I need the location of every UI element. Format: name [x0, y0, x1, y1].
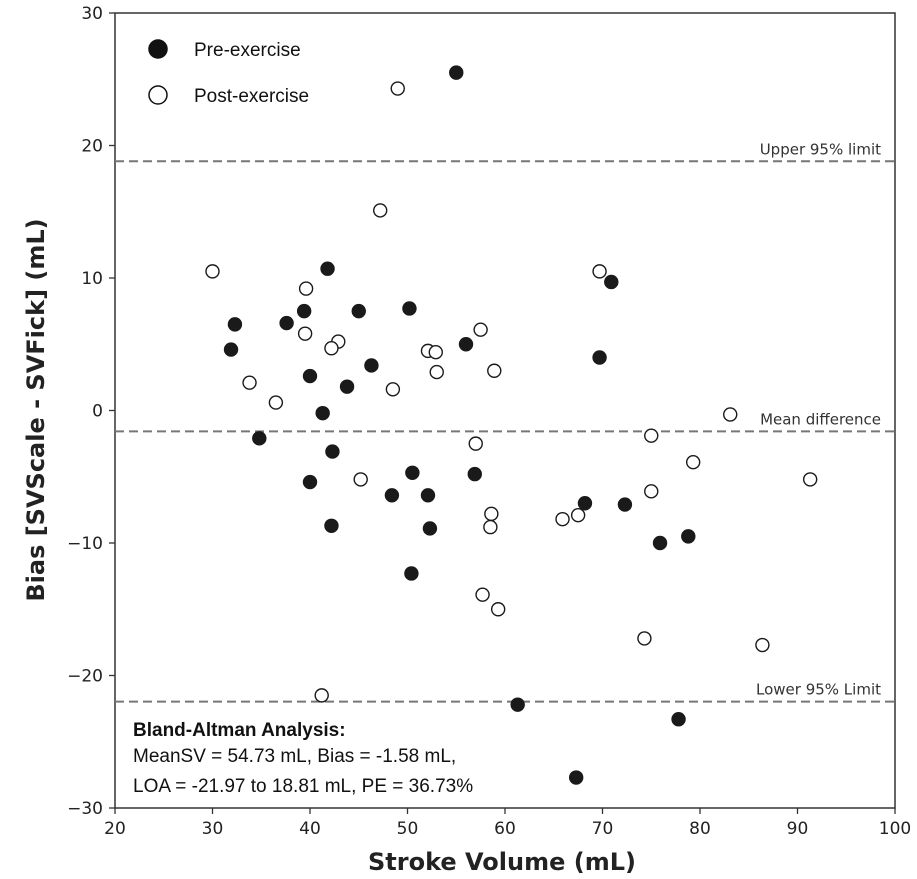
x-tick-label: 80: [689, 819, 711, 839]
point-pre-exercise: [682, 530, 695, 543]
point-post-exercise: [354, 473, 367, 486]
point-pre-exercise: [352, 305, 365, 318]
x-tick-label: 90: [787, 819, 809, 839]
point-post-exercise: [469, 437, 482, 450]
point-pre-exercise: [385, 489, 398, 502]
annotation-line-2: LOA = -21.97 to 18.81 mL, PE = 36.73%: [133, 776, 473, 797]
point-post-exercise: [476, 588, 489, 601]
point-post-exercise: [299, 327, 312, 340]
point-pre-exercise: [511, 698, 524, 711]
legend-marker-post-exercise: [149, 86, 167, 104]
point-pre-exercise: [365, 359, 378, 372]
y-axis-title: Bias [SVScale - SVFick] (mL): [22, 218, 50, 601]
point-post-exercise: [325, 342, 338, 355]
legend-label-pre-exercise: Pre-exercise: [194, 40, 301, 61]
point-pre-exercise: [304, 476, 317, 489]
point-post-exercise: [687, 456, 700, 469]
bland-altman-annotation: Bland-Altman Analysis: MeanSV = 54.73 mL…: [133, 720, 473, 797]
point-post-exercise: [315, 689, 328, 702]
point-post-exercise: [243, 376, 256, 389]
point-pre-exercise: [325, 519, 338, 532]
point-post-exercise: [430, 366, 443, 379]
x-tick-label: 30: [202, 819, 224, 839]
point-post-exercise: [206, 265, 219, 278]
point-post-exercise: [485, 507, 498, 520]
x-axis-title: Stroke Volume (mL): [368, 848, 636, 876]
legend-label-post-exercise: Post-exercise: [194, 86, 309, 107]
point-post-exercise: [556, 513, 569, 526]
point-post-exercise: [474, 323, 487, 336]
point-pre-exercise: [468, 468, 481, 481]
point-pre-exercise: [341, 380, 354, 393]
point-pre-exercise: [298, 305, 311, 318]
y-tick-label: 10: [81, 269, 103, 289]
point-pre-exercise: [326, 445, 339, 458]
point-pre-exercise: [280, 317, 293, 330]
point-post-exercise: [724, 408, 737, 421]
y-tick-label: −30: [67, 799, 103, 819]
point-post-exercise: [386, 383, 399, 396]
data-points: [206, 66, 817, 784]
y-tick-label: 20: [81, 137, 103, 157]
y-tick-label: −10: [67, 534, 103, 554]
x-tick-label: 50: [397, 819, 419, 839]
point-pre-exercise: [450, 66, 463, 79]
point-post-exercise: [756, 639, 769, 652]
reference-lines: Upper 95% limit Mean difference Lower 95% …: [115, 140, 895, 701]
point-pre-exercise: [570, 771, 583, 784]
point-pre-exercise: [618, 498, 631, 511]
point-pre-exercise: [593, 351, 606, 364]
annotation-title: Bland-Altman Analysis:: [133, 720, 346, 741]
legend-marker-pre-exercise: [149, 40, 167, 58]
point-pre-exercise: [578, 497, 591, 510]
point-post-exercise: [492, 603, 505, 616]
point-pre-exercise: [406, 466, 419, 479]
point-post-exercise: [593, 265, 606, 278]
reference-label-mean-difference: Mean difference: [760, 410, 881, 428]
point-pre-exercise: [405, 567, 418, 580]
x-tick-label: 100: [879, 819, 911, 839]
point-pre-exercise: [460, 338, 473, 351]
y-tick-label: −20: [67, 667, 103, 687]
point-post-exercise: [391, 82, 404, 95]
point-pre-exercise: [316, 407, 329, 420]
point-pre-exercise: [253, 432, 266, 445]
point-pre-exercise: [225, 343, 238, 356]
point-pre-exercise: [421, 489, 434, 502]
point-post-exercise: [429, 346, 442, 359]
point-post-exercise: [645, 485, 658, 498]
point-post-exercise: [484, 521, 497, 534]
point-post-exercise: [300, 282, 313, 295]
point-post-exercise: [645, 429, 658, 442]
point-pre-exercise: [304, 370, 317, 383]
x-tick-label: 20: [104, 819, 126, 839]
point-post-exercise: [804, 473, 817, 486]
x-tick-label: 60: [494, 819, 516, 839]
point-pre-exercise: [403, 302, 416, 315]
y-tick-label: 0: [92, 402, 103, 422]
annotation-line-1: MeanSV = 54.73 mL, Bias = -1.58 mL,: [133, 746, 456, 767]
point-pre-exercise: [605, 275, 618, 288]
y-tick-label: 30: [81, 4, 103, 24]
point-pre-exercise: [654, 537, 667, 550]
point-post-exercise: [488, 364, 501, 377]
x-tick-label: 70: [592, 819, 614, 839]
reference-label-lower-95-limit: Lower 95% Limit: [756, 681, 881, 699]
point-pre-exercise: [228, 318, 241, 331]
x-tick-label: 40: [299, 819, 321, 839]
point-post-exercise: [374, 204, 387, 217]
point-pre-exercise: [321, 262, 334, 275]
point-post-exercise: [638, 632, 651, 645]
legend: Pre-exercise Post-exercise: [149, 40, 309, 107]
point-pre-exercise: [672, 713, 685, 726]
point-post-exercise: [269, 396, 282, 409]
point-pre-exercise: [423, 522, 436, 535]
point-post-exercise: [572, 509, 585, 522]
reference-label-upper-95-limit: Upper 95% limit: [760, 140, 881, 158]
